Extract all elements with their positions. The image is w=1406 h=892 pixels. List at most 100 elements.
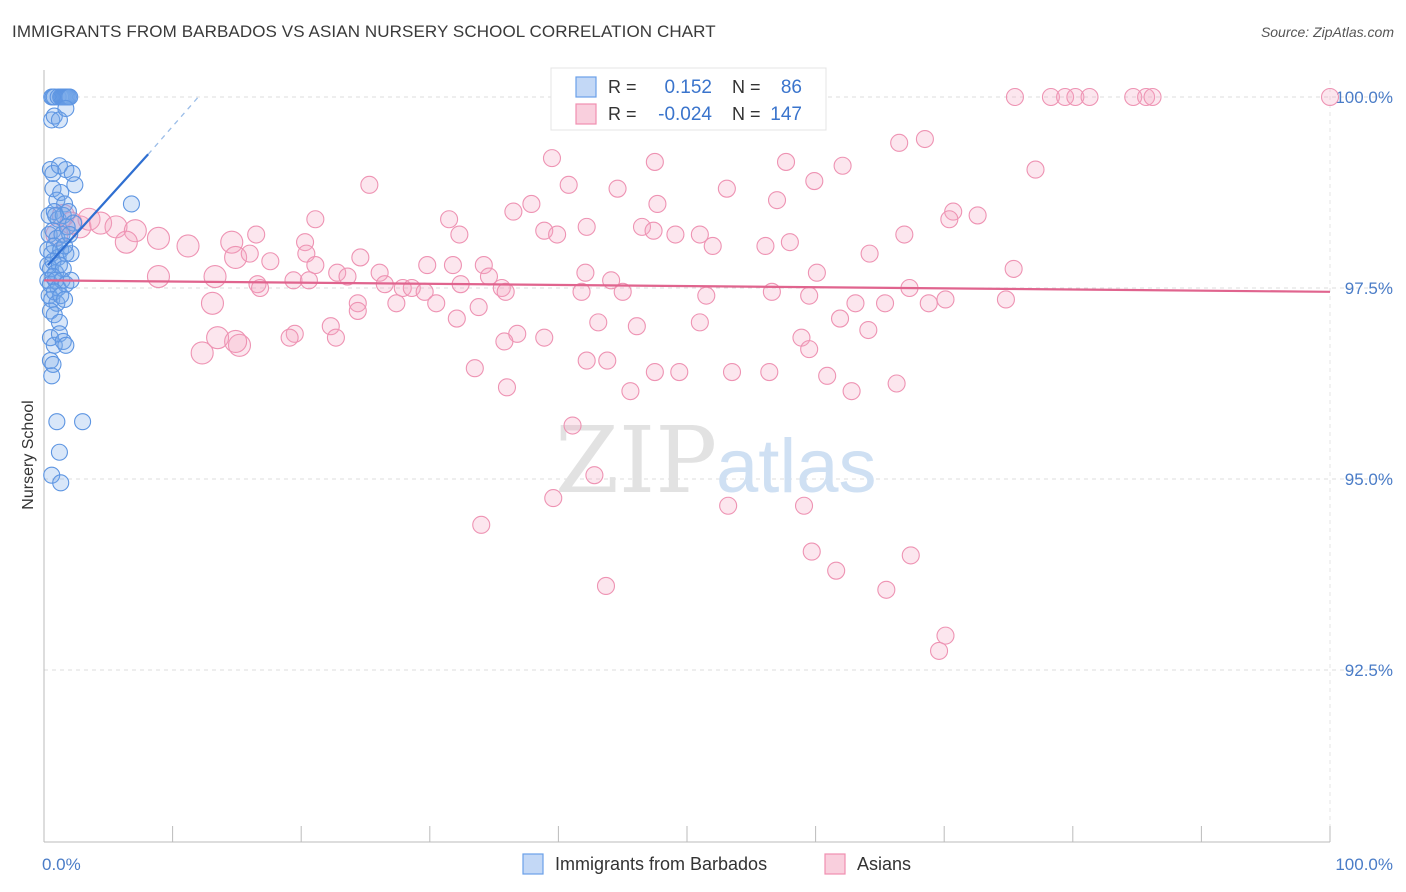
asians-point bbox=[717, 179, 736, 198]
asians-points bbox=[45, 87, 1340, 660]
y-tick-label-3: 92.5% bbox=[1345, 661, 1393, 680]
asians-point bbox=[833, 156, 852, 175]
x-tick-label-0: 0.0% bbox=[42, 855, 81, 874]
stats-n-value-pink: 147 bbox=[770, 104, 802, 125]
asians-point bbox=[123, 219, 147, 243]
asians-point bbox=[544, 489, 563, 508]
asians-point bbox=[465, 359, 484, 378]
asians-point bbox=[284, 271, 303, 290]
asians-point bbox=[469, 298, 488, 317]
asians-point bbox=[890, 133, 909, 152]
axes bbox=[43, 70, 1331, 843]
y-tick-label-0: 100.0% bbox=[1335, 88, 1393, 107]
asians-point bbox=[996, 290, 1015, 309]
asians-point bbox=[572, 282, 591, 301]
asians-point bbox=[326, 328, 345, 347]
asians-point bbox=[800, 286, 819, 305]
asians-point bbox=[472, 515, 491, 534]
asians-point bbox=[827, 561, 846, 580]
legend-label-asians: Asians bbox=[857, 854, 911, 874]
stats-n-label-blue: N = bbox=[732, 77, 761, 97]
asians-point bbox=[220, 230, 244, 254]
watermark-atlas: atlas bbox=[716, 424, 877, 509]
stats-legend: R = 0.152 N = 86 R = -0.024 N = 147 bbox=[550, 67, 827, 131]
asians-point bbox=[559, 175, 578, 194]
watermark: ZIP atlas bbox=[555, 407, 877, 514]
legend-label-barbados: Immigrants from Barbados bbox=[555, 854, 767, 874]
asians-point bbox=[296, 233, 315, 252]
asians-point bbox=[776, 152, 796, 171]
asians-point bbox=[919, 294, 938, 313]
asians-point bbox=[596, 576, 616, 596]
asians-point bbox=[200, 291, 225, 315]
asians-point bbox=[1026, 160, 1045, 179]
barbados-point bbox=[122, 195, 140, 213]
asians-point bbox=[585, 466, 604, 485]
asians-point bbox=[697, 286, 716, 305]
asians-point bbox=[306, 210, 325, 229]
asians-point bbox=[1137, 87, 1156, 107]
asians-point bbox=[1041, 87, 1060, 107]
asians-point bbox=[474, 256, 493, 275]
asians-point bbox=[598, 351, 617, 370]
asians-point bbox=[206, 326, 230, 350]
asians-point bbox=[613, 282, 632, 301]
asians-point bbox=[1124, 87, 1143, 107]
asians-point bbox=[321, 317, 340, 336]
asians-point bbox=[351, 248, 370, 267]
asians-point bbox=[666, 225, 685, 244]
asians-point bbox=[1004, 259, 1023, 278]
asians-point bbox=[1005, 87, 1024, 107]
asians-point bbox=[877, 580, 896, 599]
stats-n-value-blue: 86 bbox=[781, 77, 802, 98]
asians-point bbox=[645, 362, 664, 382]
asians-point bbox=[496, 282, 515, 301]
barbados-point bbox=[41, 329, 59, 347]
asians-point bbox=[504, 202, 523, 221]
asians-point bbox=[299, 271, 318, 290]
asians-point bbox=[621, 382, 640, 401]
asians-point bbox=[563, 416, 582, 435]
asians-point bbox=[756, 236, 775, 256]
asians-point bbox=[576, 263, 595, 282]
asians-point bbox=[548, 225, 567, 244]
asians-point bbox=[648, 194, 667, 214]
asians-point bbox=[427, 294, 446, 313]
stats-legend-box bbox=[550, 67, 827, 131]
asians-point bbox=[224, 329, 248, 354]
asians-point bbox=[807, 263, 826, 282]
barbados-point bbox=[57, 336, 75, 354]
stats-r-label-pink: R = bbox=[608, 104, 637, 124]
asians-point bbox=[936, 626, 955, 645]
asians-point bbox=[240, 244, 259, 263]
asians-point bbox=[632, 217, 652, 236]
asians-point bbox=[1143, 87, 1162, 107]
barbados-point bbox=[43, 367, 61, 385]
asians-point bbox=[875, 294, 895, 313]
barbados-point bbox=[52, 474, 70, 492]
asians-point bbox=[760, 362, 779, 382]
asians-point bbox=[348, 301, 367, 320]
asians-point bbox=[722, 362, 742, 382]
asians-point bbox=[497, 378, 517, 397]
barbados-point bbox=[66, 176, 84, 194]
asians-point bbox=[1320, 87, 1340, 107]
asians-point bbox=[1056, 87, 1075, 107]
asians-point bbox=[719, 496, 738, 515]
asians-point bbox=[176, 234, 200, 258]
asians-point bbox=[589, 313, 608, 332]
trend-lines bbox=[43, 96, 1331, 293]
asians-point bbox=[577, 217, 596, 236]
asians-point bbox=[901, 546, 920, 565]
stats-r-value-blue: 0.152 bbox=[664, 77, 712, 98]
stats-legend-swatch-pink bbox=[575, 103, 597, 125]
asians-point bbox=[802, 542, 821, 561]
barbados-point bbox=[74, 413, 92, 431]
asians-point bbox=[440, 210, 459, 229]
asians-point bbox=[535, 328, 554, 347]
asians-point bbox=[338, 267, 357, 286]
asians-point bbox=[895, 225, 914, 244]
asians-point bbox=[800, 340, 819, 359]
asians-point bbox=[495, 332, 514, 351]
